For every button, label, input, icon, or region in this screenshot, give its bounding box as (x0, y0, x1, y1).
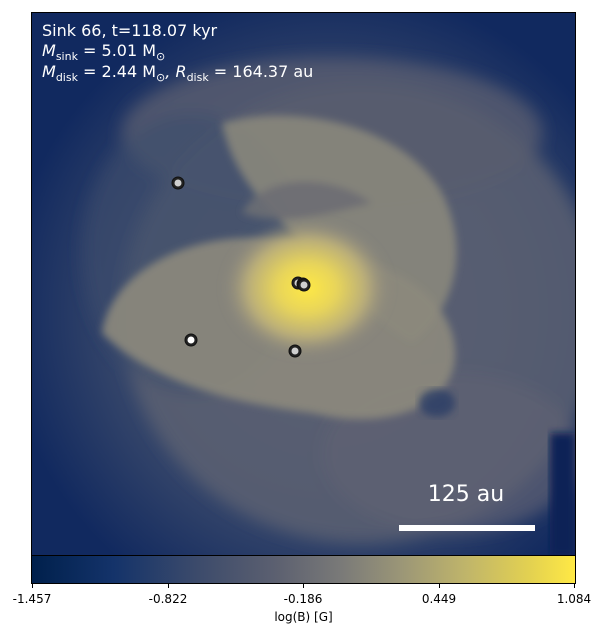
colorbar-tick (303, 583, 304, 588)
sink-marker-core (187, 336, 195, 344)
sink-particles (171, 176, 311, 358)
sink-marker-core (174, 179, 182, 187)
sink-marker-core (300, 281, 308, 289)
colorbar-tick (32, 583, 33, 588)
colorbar-tick-label: -0.822 (148, 592, 188, 606)
sink-marker-core (291, 347, 299, 355)
magnetic-field-map: Sink 66, t=118.07 kyr Msink = 5.01 M⊙ Md… (31, 12, 576, 557)
colorbar-tick-label: 1.084 (556, 592, 592, 606)
colorbar (31, 555, 576, 584)
map-image (32, 13, 575, 556)
colorbar-label: log(B) [G] (274, 610, 333, 624)
sink-mass-label: Msink = 5.01 M⊙ (42, 41, 166, 64)
colorbar-tick (168, 583, 169, 588)
disk-mass-radius-label: Mdisk = 2.44 M⊙, Rdisk = 164.37 au (42, 62, 314, 85)
plot-title: Sink 66, t=118.07 kyr (42, 21, 218, 40)
colorbar-tick-label: 0.449 (421, 592, 457, 606)
colorbar-tick-label: -1.457 (12, 592, 52, 606)
colorbar-tick (574, 583, 575, 588)
scalebar-label: 125 au (427, 482, 505, 507)
colorbar-tick (439, 583, 440, 588)
scalebar-line (399, 525, 535, 531)
colorbar-tick-label: -0.186 (283, 592, 323, 606)
